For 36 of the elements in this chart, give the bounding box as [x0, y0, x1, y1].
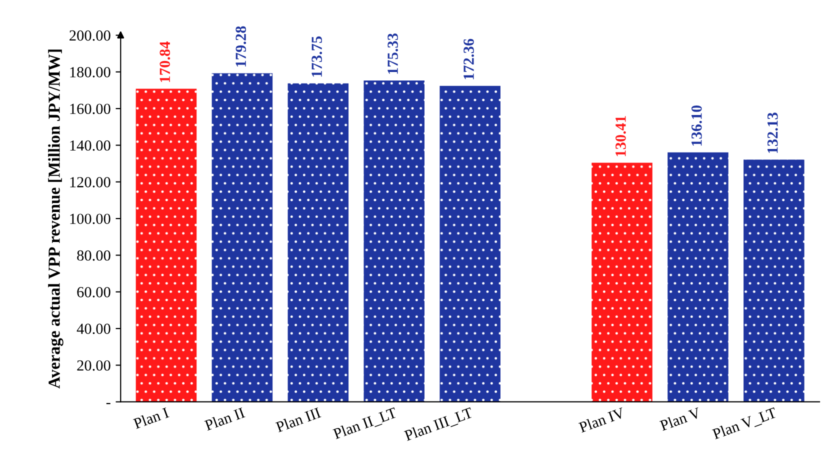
- y-tick-label: 60.00: [77, 287, 110, 298]
- bar: [744, 160, 804, 402]
- data-label: 132.13: [768, 112, 778, 153]
- x-tick-label: Plan III: [275, 406, 322, 432]
- bar: [592, 162, 652, 402]
- x-tick-label: Plan V_LT: [712, 406, 778, 442]
- y-tick-label: 140.00: [70, 140, 110, 151]
- y-tick-label: 180.00: [70, 67, 110, 78]
- y-tick-label: 80.00: [77, 250, 110, 261]
- x-tick-label: Plan V: [659, 406, 702, 432]
- data-label: 130.41: [616, 116, 626, 156]
- y-tick-label: -: [106, 402, 110, 404]
- y-tick-label: 20.00: [77, 360, 110, 371]
- data-label: 170.84: [160, 41, 170, 82]
- bar: [136, 88, 197, 402]
- bar: [668, 152, 728, 402]
- x-tick-label: Plan II: [204, 406, 246, 431]
- bar: [212, 73, 273, 402]
- y-tick-label: 120.00: [70, 177, 110, 188]
- y-tick-label: 160.00: [70, 104, 110, 114]
- x-tick-label: Plan I: [132, 406, 170, 429]
- y-axis-title: Average actual VPP revenue [Million JPY/MW]: [48, 50, 64, 389]
- bar: [364, 80, 424, 402]
- x-tick-label: Plan III_LT: [404, 406, 474, 443]
- bar: [440, 86, 500, 402]
- y-tick-label: 40.00: [76, 324, 110, 334]
- data-label: 179.28: [236, 26, 246, 67]
- x-tick-label: Plan IV: [578, 406, 626, 433]
- data-label: 173.75: [312, 36, 322, 77]
- y-tick-label: 100.00: [70, 214, 110, 224]
- x-tick-label: Plan II_LT: [332, 406, 398, 441]
- y-tick-label: 200.00: [70, 30, 110, 41]
- bar: [288, 83, 349, 402]
- data-label: 136.10: [691, 105, 702, 146]
- data-label: 175.33: [388, 33, 398, 74]
- data-label: 172.36: [464, 38, 474, 80]
